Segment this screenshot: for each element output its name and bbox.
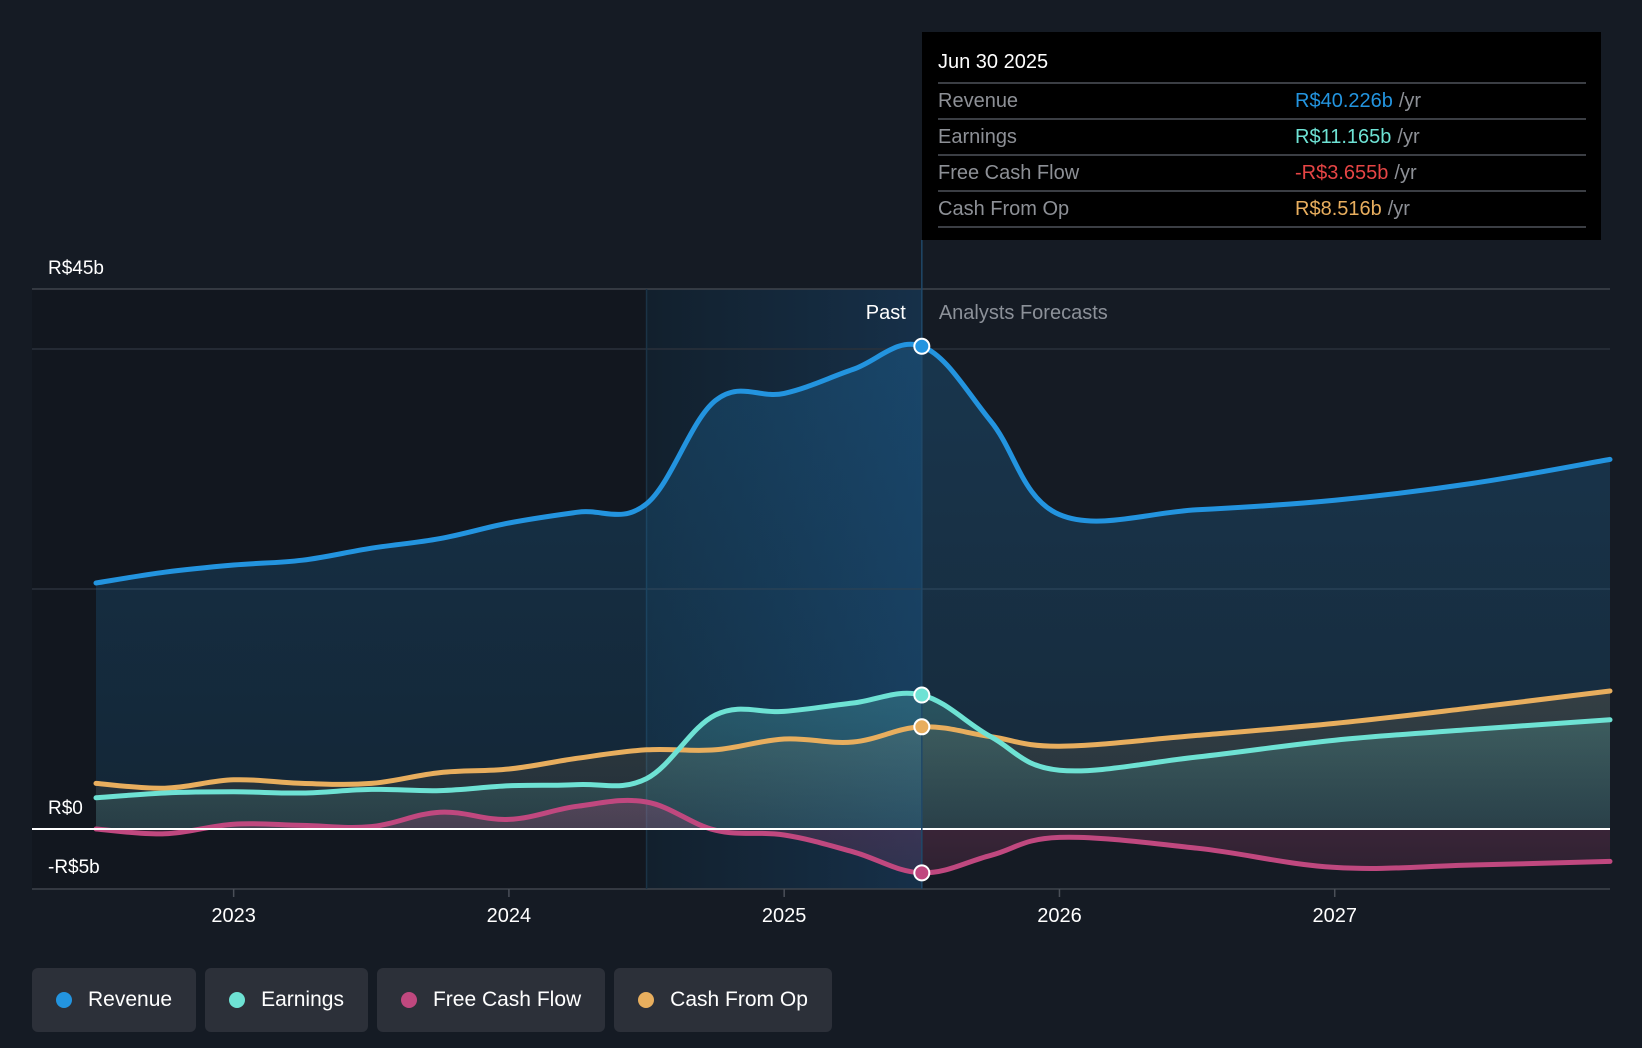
- legend-label: Earnings: [261, 988, 344, 1011]
- free-cash-flow-dot-icon: [400, 992, 417, 1008]
- y-axis-label: -R$5b: [48, 857, 100, 878]
- x-tick-label: 2027: [1312, 905, 1357, 927]
- tooltip-row-cash-from-op: Cash From Op R$8.516b /yr: [938, 192, 1586, 228]
- tooltip-value: -R$3.655b: [1295, 162, 1389, 184]
- x-tick-label: 2026: [1037, 905, 1082, 927]
- x-axis-ticks: 2023 2024 2025 2026 2027: [211, 889, 1357, 927]
- legend-label: Free Cash Flow: [432, 988, 582, 1011]
- highlight-dots: [913, 337, 931, 882]
- cash-from-op-point[interactable]: [913, 718, 931, 736]
- earnings-area: [96, 693, 1610, 829]
- series-areas: [96, 344, 1610, 873]
- tooltip-label: Revenue: [938, 90, 1019, 112]
- tooltip-label: Earnings: [938, 126, 1017, 148]
- free-cash-flow-line: [93, 797, 1613, 876]
- legend-item-free-cash-flow[interactable]: Free Cash Flow: [376, 968, 606, 1032]
- tooltip-value: R$11.165b: [1295, 126, 1392, 148]
- tooltip-date: Jun 30 2025: [938, 46, 1586, 84]
- legend-label: Cash From Op: [670, 988, 808, 1011]
- tooltip-unit: /yr: [1394, 162, 1417, 184]
- tooltip-value: R$40.226b: [1295, 90, 1393, 112]
- free-cash-flow-area: [96, 800, 1610, 873]
- legend-item-cash-from-op[interactable]: Cash From Op: [614, 968, 832, 1032]
- tooltip-label: Cash From Op: [938, 198, 1070, 220]
- forecast-label: Analysts Forecasts: [939, 302, 1108, 324]
- tooltip-row-free-cash-flow: Free Cash Flow -R$3.655b /yr: [938, 156, 1586, 192]
- free-cash-flow-point[interactable]: [913, 864, 931, 882]
- tooltip-row-earnings: Earnings R$11.165b /yr: [938, 120, 1586, 156]
- legend-item-revenue[interactable]: Revenue: [32, 968, 197, 1032]
- tooltip-unit: /yr: [1398, 90, 1422, 112]
- past-label: Past: [866, 302, 906, 324]
- earnings-point[interactable]: [913, 686, 931, 704]
- revenue-area: [96, 344, 1610, 829]
- tooltip-unit: /yr: [1397, 126, 1420, 148]
- earnings-dot-icon: [229, 992, 246, 1008]
- cash-from-op-dot-icon: [638, 992, 655, 1008]
- x-tick-label: 2024: [487, 905, 532, 927]
- x-tick-label: 2023: [211, 905, 256, 927]
- earnings-line: [93, 690, 1613, 801]
- x-tick-label: 2025: [762, 905, 807, 927]
- cash-from-op-line: [93, 688, 1613, 791]
- y-axis-label: R$0: [48, 798, 83, 819]
- tooltip-unit: /yr: [1387, 198, 1410, 220]
- tooltip-value: R$8.516b: [1295, 198, 1382, 220]
- series-lines: [93, 341, 1613, 876]
- y-axis-labels: R$45b R$0 -R$5b: [48, 258, 104, 878]
- tooltip: Jun 30 2025 Revenue R$40.226b /yr Earnin…: [922, 32, 1601, 240]
- revenue-line: [93, 341, 1613, 586]
- tooltip-row-revenue: Revenue R$40.226b /yr: [938, 84, 1586, 120]
- legend-item-earnings[interactable]: Earnings: [205, 968, 368, 1032]
- revenue-point[interactable]: [913, 337, 931, 355]
- legend-label: Revenue: [88, 988, 173, 1011]
- revenue-dot-icon: [56, 992, 72, 1008]
- tooltip-label: Free Cash Flow: [938, 162, 1080, 184]
- y-axis-label: R$45b: [48, 258, 104, 279]
- legend: Revenue Earnings Free Cash Flow Cash Fro…: [32, 968, 832, 1032]
